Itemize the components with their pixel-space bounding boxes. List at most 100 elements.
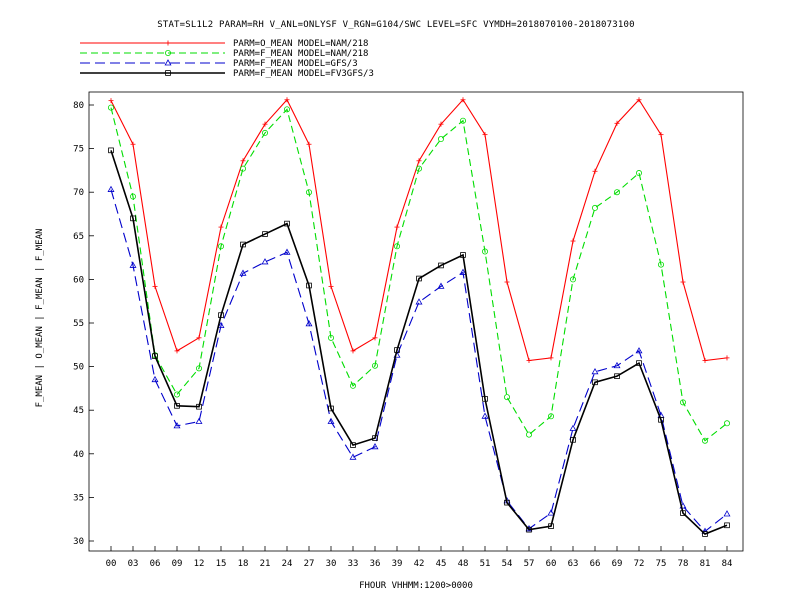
data-point [350, 442, 356, 448]
data-point [437, 282, 445, 289]
x-tick-label: 27 [304, 559, 315, 569]
data-point [613, 361, 621, 369]
data-point [327, 417, 335, 424]
data-point [174, 403, 180, 409]
x-tick-label: 39 [392, 559, 403, 569]
data-point [636, 97, 642, 103]
x-tick-label: 21 [260, 559, 271, 569]
data-point [283, 248, 291, 255]
data-point [305, 189, 312, 196]
data-point [680, 279, 686, 285]
series-layer [107, 97, 731, 537]
x-tick-label: 45 [436, 559, 447, 569]
data-point [438, 121, 444, 127]
x-tick-label: 09 [172, 559, 183, 569]
x-tick-label: 12 [194, 559, 205, 569]
x-tick-label: 60 [546, 559, 557, 569]
legend-label: PARM=F_MEAN MODEL=FV3GFS/3 [233, 69, 374, 79]
data-point [306, 141, 312, 147]
data-point [526, 357, 532, 363]
x-tick-label: 33 [348, 559, 359, 569]
x-tick-label: 18 [238, 559, 249, 569]
x-tick-label: 48 [458, 559, 469, 569]
data-point [482, 132, 488, 138]
series-2 [108, 104, 731, 444]
data-point [526, 431, 533, 438]
data-point [548, 523, 554, 529]
data-point [372, 335, 378, 341]
data-point [371, 362, 378, 369]
data-point [415, 165, 422, 172]
data-point [261, 258, 269, 265]
y-tick-label: 70 [73, 188, 84, 198]
data-point [658, 132, 664, 138]
data-point [130, 215, 136, 222]
y-axis: 30 35 40 45 50 55 60 65 70 75 80 [73, 101, 94, 547]
series-line [110, 98, 728, 362]
data-point [107, 185, 115, 192]
x-tick-label: 69 [612, 559, 623, 569]
data-point [459, 117, 466, 124]
data-point [614, 373, 620, 379]
x-tick-label: 81 [700, 559, 711, 569]
data-point [327, 334, 334, 341]
data-point [460, 97, 466, 103]
data-point [217, 243, 224, 250]
series-4 [108, 147, 730, 537]
data-point [328, 405, 334, 412]
series-1 [108, 97, 730, 363]
data-point [680, 510, 686, 516]
data-point [151, 375, 159, 383]
y-axis-label: F_MEAN | O_MEAN | F_MEAN | F_MEAN [35, 229, 45, 408]
data-point [591, 368, 599, 375]
legend-label: PARM=O_MEAN MODEL=NAM/218 [233, 39, 368, 49]
data-point [504, 279, 510, 285]
y-tick-label: 30 [73, 537, 84, 547]
data-point [394, 224, 400, 230]
data-point [262, 121, 268, 127]
x-tick-label: 72 [634, 559, 645, 569]
legend-marker [165, 40, 171, 46]
y-tick-label: 35 [73, 493, 84, 503]
series-line [110, 107, 728, 442]
data-point [130, 141, 136, 147]
data-point [548, 355, 554, 361]
data-point [702, 357, 708, 363]
x-axis: 00 03 06 09 12 15 18 21 24 27 30 33 36 39 42 45 48 51 54 57… [106, 546, 732, 569]
x-tick-label: 30 [326, 559, 337, 569]
x-axis-label: FHOUR VHHMM:1200>0000 [359, 581, 473, 591]
x-tick-label: 06 [150, 559, 161, 569]
data-point [724, 522, 730, 529]
data-point [108, 98, 114, 104]
y-tick-label: 75 [73, 145, 84, 155]
x-tick-label: 51 [480, 559, 491, 569]
legend-label: PARM=F_MEAN MODEL=GFS/3 [233, 59, 358, 69]
series-line [110, 189, 728, 533]
data-point [702, 437, 709, 444]
data-point [636, 360, 642, 366]
x-tick-label: 36 [370, 559, 381, 569]
x-tick-label: 66 [590, 559, 601, 569]
data-point [129, 193, 136, 200]
data-point [108, 104, 115, 111]
data-point [196, 335, 202, 341]
data-point [658, 261, 665, 268]
plot-frame [88, 91, 744, 552]
legend-entry: PARM=F_MEAN MODEL=NAM/218 [80, 49, 368, 59]
data-point [460, 252, 466, 258]
y-tick-label: 40 [73, 450, 84, 460]
data-point [592, 204, 599, 211]
data-point [570, 276, 577, 283]
legend-entry: PARM=F_MEAN MODEL=GFS/3 [80, 59, 358, 69]
y-tick-label: 80 [73, 101, 84, 111]
x-tick-label: 00 [106, 559, 117, 569]
data-point [217, 321, 225, 329]
data-point [547, 509, 555, 516]
data-point [393, 243, 400, 250]
data-point [173, 422, 181, 429]
data-point [680, 399, 687, 406]
data-point [239, 269, 247, 276]
data-point [129, 261, 137, 268]
legend-label: PARM=F_MEAN MODEL=NAM/218 [233, 49, 368, 59]
